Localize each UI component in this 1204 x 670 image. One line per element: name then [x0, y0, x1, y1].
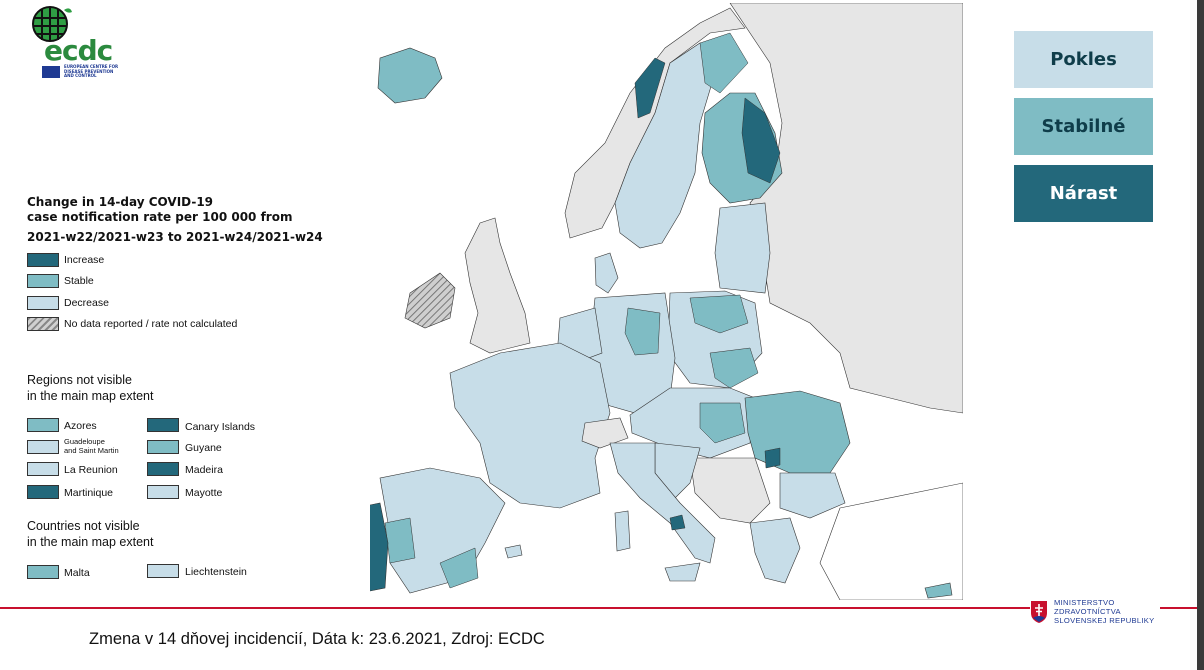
map-uk [464, 217, 531, 354]
map-bulgaria [779, 472, 846, 519]
logo-wordmark: ecdc [44, 34, 113, 67]
ministry-name-line3: SLOVENSKEJ REPUBLIKY [1054, 616, 1155, 625]
legend-title-line1: Change in 14-day COVID-19 [27, 195, 214, 209]
region-swatch-canary-islands [147, 418, 179, 432]
region-label-madeira: Madeira [185, 464, 223, 476]
legend-label-stable: Stable [64, 275, 94, 287]
region-label-guadeloupe: Guadeloupe and Saint Martin [64, 437, 119, 455]
map-spain-stable-south [439, 547, 479, 589]
legend-swatch-decrease [27, 296, 59, 310]
category-narast: Nárast [1014, 165, 1153, 222]
regions-header-line1: Regions not visible [27, 373, 132, 387]
map-hungary-stable [699, 402, 746, 444]
ministry-name-line1: MINISTERSTVO [1054, 598, 1115, 607]
map-spain-stable-west [384, 517, 416, 564]
region-label-guyane: Guyane [185, 442, 222, 454]
category-stabilne: Stabilné [1014, 98, 1153, 155]
countries-header: Countries not visible in the main map ex… [27, 518, 153, 550]
logo-subtitle: EUROPEAN CENTRE FOR DISEASE PREVENTION A… [64, 64, 119, 78]
ministry-logo: MINISTERSTVO ZDRAVOTNÍCTVA SLOVENSKEJ RE… [1030, 598, 1190, 634]
region-swatch-mayotte [147, 485, 179, 499]
map-cyprus [924, 582, 953, 599]
legend-label-nodata: No data reported / rate not calculated [64, 318, 238, 330]
region-swatch-guadeloupe [27, 440, 59, 454]
legend-label-increase: Increase [64, 254, 105, 266]
ecdc-logo: ecdc EUROPEAN CENTRE FOR DISEASE PREVENT… [24, 4, 120, 78]
map-iceland [377, 47, 443, 104]
legend-swatch-nodata [27, 317, 59, 331]
region-label-martinique: Martinique [64, 487, 114, 499]
country-swatch-malta [27, 565, 59, 579]
footer-divider-right [1160, 607, 1204, 609]
map-italy-dark [669, 514, 686, 531]
map-italy [609, 442, 716, 564]
regions-header-line2: in the main map extent [27, 389, 154, 403]
map-poland-stable2 [709, 347, 759, 389]
legend-label-decrease: Decrease [64, 297, 109, 309]
footer-divider [0, 607, 1030, 609]
region-label-guadeloupe-line2: and Saint Martin [64, 446, 119, 455]
country-label-liechtenstein: Liechtenstein [185, 566, 247, 578]
legend-swatch-stable [27, 274, 59, 288]
region-swatch-madeira [147, 462, 179, 476]
map-norway-strip [634, 57, 666, 119]
map-russia [729, 3, 963, 414]
globe-icon [32, 6, 72, 42]
region-label-la-reunion: La Reunion [64, 464, 118, 476]
map-sweden-stable [699, 32, 749, 94]
map-denmark [594, 252, 619, 294]
europe-map [370, 3, 963, 600]
regions-header: Regions not visible in the main map exte… [27, 372, 153, 404]
region-swatch-la-reunion [27, 462, 59, 476]
ministry-name: MINISTERSTVO ZDRAVOTNÍCTVA SLOVENSKEJ RE… [1054, 598, 1155, 625]
shield-icon [1031, 601, 1047, 623]
map-france [449, 342, 611, 509]
country-label-malta: Malta [64, 567, 90, 579]
legend-title-line2: case notification rate per 100 000 from [27, 210, 293, 224]
region-label-guadeloupe-line1: Guadeloupe [64, 437, 105, 446]
region-swatch-guyane [147, 440, 179, 454]
map-portugal [370, 502, 389, 592]
map-romania [744, 390, 851, 474]
region-label-mayotte: Mayotte [185, 487, 223, 499]
countries-header-line2: in the main map extent [27, 535, 154, 549]
map-poland-stable [689, 294, 749, 334]
window-edge [1197, 0, 1204, 670]
map-romania-dark [764, 447, 781, 469]
legend-swatch-increase [27, 253, 59, 267]
category-pokles: Pokles [1014, 31, 1153, 88]
countries-header-line1: Countries not visible [27, 519, 140, 533]
region-swatch-azores [27, 418, 59, 432]
caption: Zmena v 14 dňovej incidencií, Dáta k: 23… [89, 630, 545, 648]
eu-flag-icon [42, 66, 60, 78]
region-label-azores: Azores [64, 420, 97, 432]
map-baltics [714, 202, 771, 294]
map-sardinia [614, 510, 631, 552]
map-turkey [819, 482, 963, 600]
ministry-name-line2: ZDRAVOTNÍCTVA [1054, 607, 1121, 616]
map-greece [749, 517, 801, 584]
legend-title-line3: 2021-w22/2021-w23 to 2021-w24/2021-w24 [27, 230, 323, 244]
region-swatch-martinique [27, 485, 59, 499]
map-finland-east [741, 97, 781, 184]
map-sicily [664, 562, 701, 582]
map-germany-stable [624, 307, 661, 356]
map-ireland [404, 272, 456, 329]
country-swatch-liechtenstein [147, 564, 179, 578]
region-label-canary-islands: Canary Islands [185, 421, 256, 433]
map-balearic [504, 544, 523, 559]
legend-title: Change in 14-day COVID-19 case notificat… [27, 193, 367, 246]
